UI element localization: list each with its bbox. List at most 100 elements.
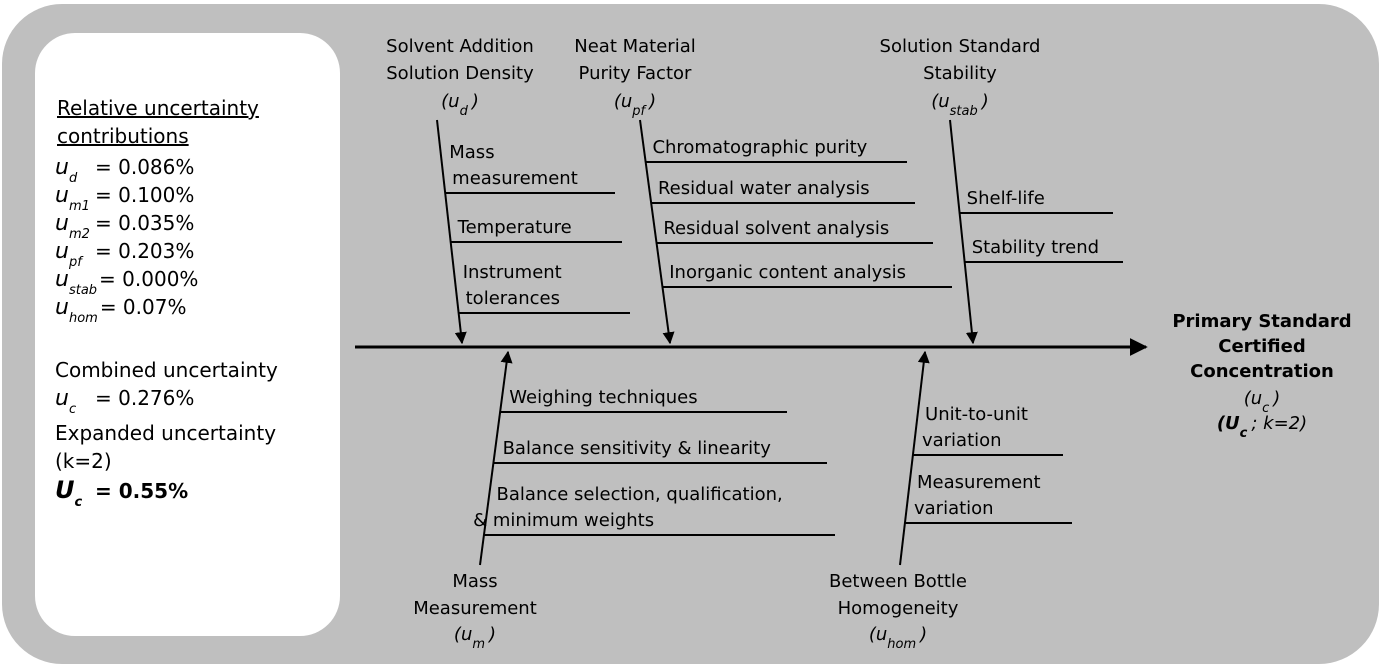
stat-symbol: U xyxy=(55,476,75,504)
symbol: (upf) xyxy=(614,91,656,119)
stat-sub: m2 xyxy=(69,227,90,242)
stat-sub: pf xyxy=(68,255,84,270)
symbol-sub: c xyxy=(1240,426,1248,441)
cause-label: Solution Density xyxy=(386,63,534,84)
stat: ustab = 0.000% xyxy=(55,267,198,298)
factor-label: variation xyxy=(922,430,1002,451)
branch xyxy=(899,350,930,566)
factor-label: Stability trend xyxy=(972,237,1099,258)
factor-label: Unit-to-unit xyxy=(925,404,1028,425)
factor-label: & minimum weights xyxy=(473,510,654,531)
symbol-sub: pf xyxy=(631,104,647,119)
factor-label: Shelf-life xyxy=(967,188,1045,209)
stat: ud = 0.086% xyxy=(55,155,194,186)
stat-value: = 0.203% xyxy=(95,239,194,263)
background xyxy=(2,4,1379,664)
branch xyxy=(436,119,467,345)
stat-sub: d xyxy=(69,171,78,186)
stat-value: = 0.100% xyxy=(95,183,194,207)
symbol-close: ) xyxy=(647,91,656,112)
symbol-close: ) xyxy=(980,91,989,112)
summary-panel xyxy=(35,33,340,636)
stat-sub: c xyxy=(69,402,76,417)
symbol-close: ) xyxy=(470,91,479,112)
symbol: (Uc; k=2) xyxy=(1217,413,1307,441)
factor-label: Residual water analysis xyxy=(658,178,870,199)
symbol: (ustab) xyxy=(931,91,989,119)
branch xyxy=(949,119,978,345)
symbol-close: ) xyxy=(487,624,496,645)
stat: uc = 0.276% xyxy=(55,386,194,417)
stat-sub: hom xyxy=(69,311,98,326)
stat-symbol: u xyxy=(55,386,69,411)
effect-label: Primary Standard xyxy=(1172,311,1351,332)
cause-label: Between Bottle xyxy=(829,571,967,592)
symbol-sub: c xyxy=(1262,401,1269,416)
stat-value: = 0.035% xyxy=(95,211,194,235)
stat-symbol: u xyxy=(55,211,69,236)
factor-label: Residual solvent analysis xyxy=(663,218,889,239)
factor-label: Instrument xyxy=(463,262,562,283)
factor-label: Chromatographic purity xyxy=(652,137,867,158)
stat-symbol: u xyxy=(55,239,69,264)
branch xyxy=(479,350,513,566)
cause-label: Stability xyxy=(923,63,997,84)
symbol-main: (u xyxy=(454,624,472,645)
cause-label: Neat Material xyxy=(574,36,695,57)
expanded-note: (k=2) xyxy=(55,449,112,473)
stat-value: = 0.276% xyxy=(95,386,194,410)
effect-label: Certified xyxy=(1218,336,1306,357)
cause-label: Measurement xyxy=(413,598,537,619)
stat-value: = 0.086% xyxy=(95,155,194,179)
symbol-main: (U xyxy=(1217,413,1240,434)
symbol-main: (u xyxy=(931,91,949,112)
cause-label: Solution Standard xyxy=(880,36,1041,57)
stat-symbol: u xyxy=(55,295,69,320)
symbol: (uhom) xyxy=(869,624,927,652)
symbol-close: ) xyxy=(1271,388,1280,409)
factor-label: measurement xyxy=(452,168,578,189)
stat-value: = 0.55% xyxy=(95,479,188,503)
combined-label: Combined uncertainty xyxy=(55,358,278,382)
symbol: (um) xyxy=(454,624,496,652)
factor-label: Balance sensitivity & linearity xyxy=(503,438,772,459)
factor-label: tolerances xyxy=(466,288,560,309)
stat-symbol: u xyxy=(55,155,69,180)
symbol: (uc) xyxy=(1244,388,1281,416)
branch xyxy=(639,119,675,345)
symbol-sub: stab xyxy=(950,104,978,119)
factor-label: Weighing techniques xyxy=(509,387,697,408)
stat-sub: c xyxy=(75,495,83,510)
symbol-sub: m xyxy=(472,637,485,652)
factor-label: Temperature xyxy=(457,217,572,238)
cause-label: Mass xyxy=(452,571,497,592)
symbol-sub: d xyxy=(460,104,469,119)
stat: um2 = 0.035% xyxy=(55,211,194,242)
symbol-main: (u xyxy=(869,624,887,645)
stat-symbol: u xyxy=(55,183,69,208)
cause-label: Purity Factor xyxy=(579,63,692,84)
stat: upf = 0.203% xyxy=(55,239,194,270)
factor-label: variation xyxy=(914,498,994,519)
symbol-sub: hom xyxy=(887,637,916,652)
symbol-main: (u xyxy=(614,91,632,112)
heading: Relative uncertainty xyxy=(57,96,259,120)
stat: Uc = 0.55% xyxy=(55,476,188,510)
factor-label: Inorganic content analysis xyxy=(669,262,906,283)
stat-sub: stab xyxy=(69,283,97,298)
symbol-close: ; k=2) xyxy=(1251,413,1307,434)
factor-label: Mass xyxy=(449,142,494,163)
factor-label: Measurement xyxy=(917,472,1041,493)
factor-label: Balance selection, qualification, xyxy=(497,484,783,505)
symbol-close: ) xyxy=(918,624,927,645)
stat-sub: m1 xyxy=(69,199,90,214)
symbol-main: (u xyxy=(441,91,459,112)
heading: contributions xyxy=(57,124,189,148)
expanded-label: Expanded uncertainty xyxy=(55,421,276,445)
effect-label: Concentration xyxy=(1190,361,1334,382)
stat: uhom = 0.07% xyxy=(55,295,186,326)
symbol-main: (u xyxy=(1244,388,1262,409)
